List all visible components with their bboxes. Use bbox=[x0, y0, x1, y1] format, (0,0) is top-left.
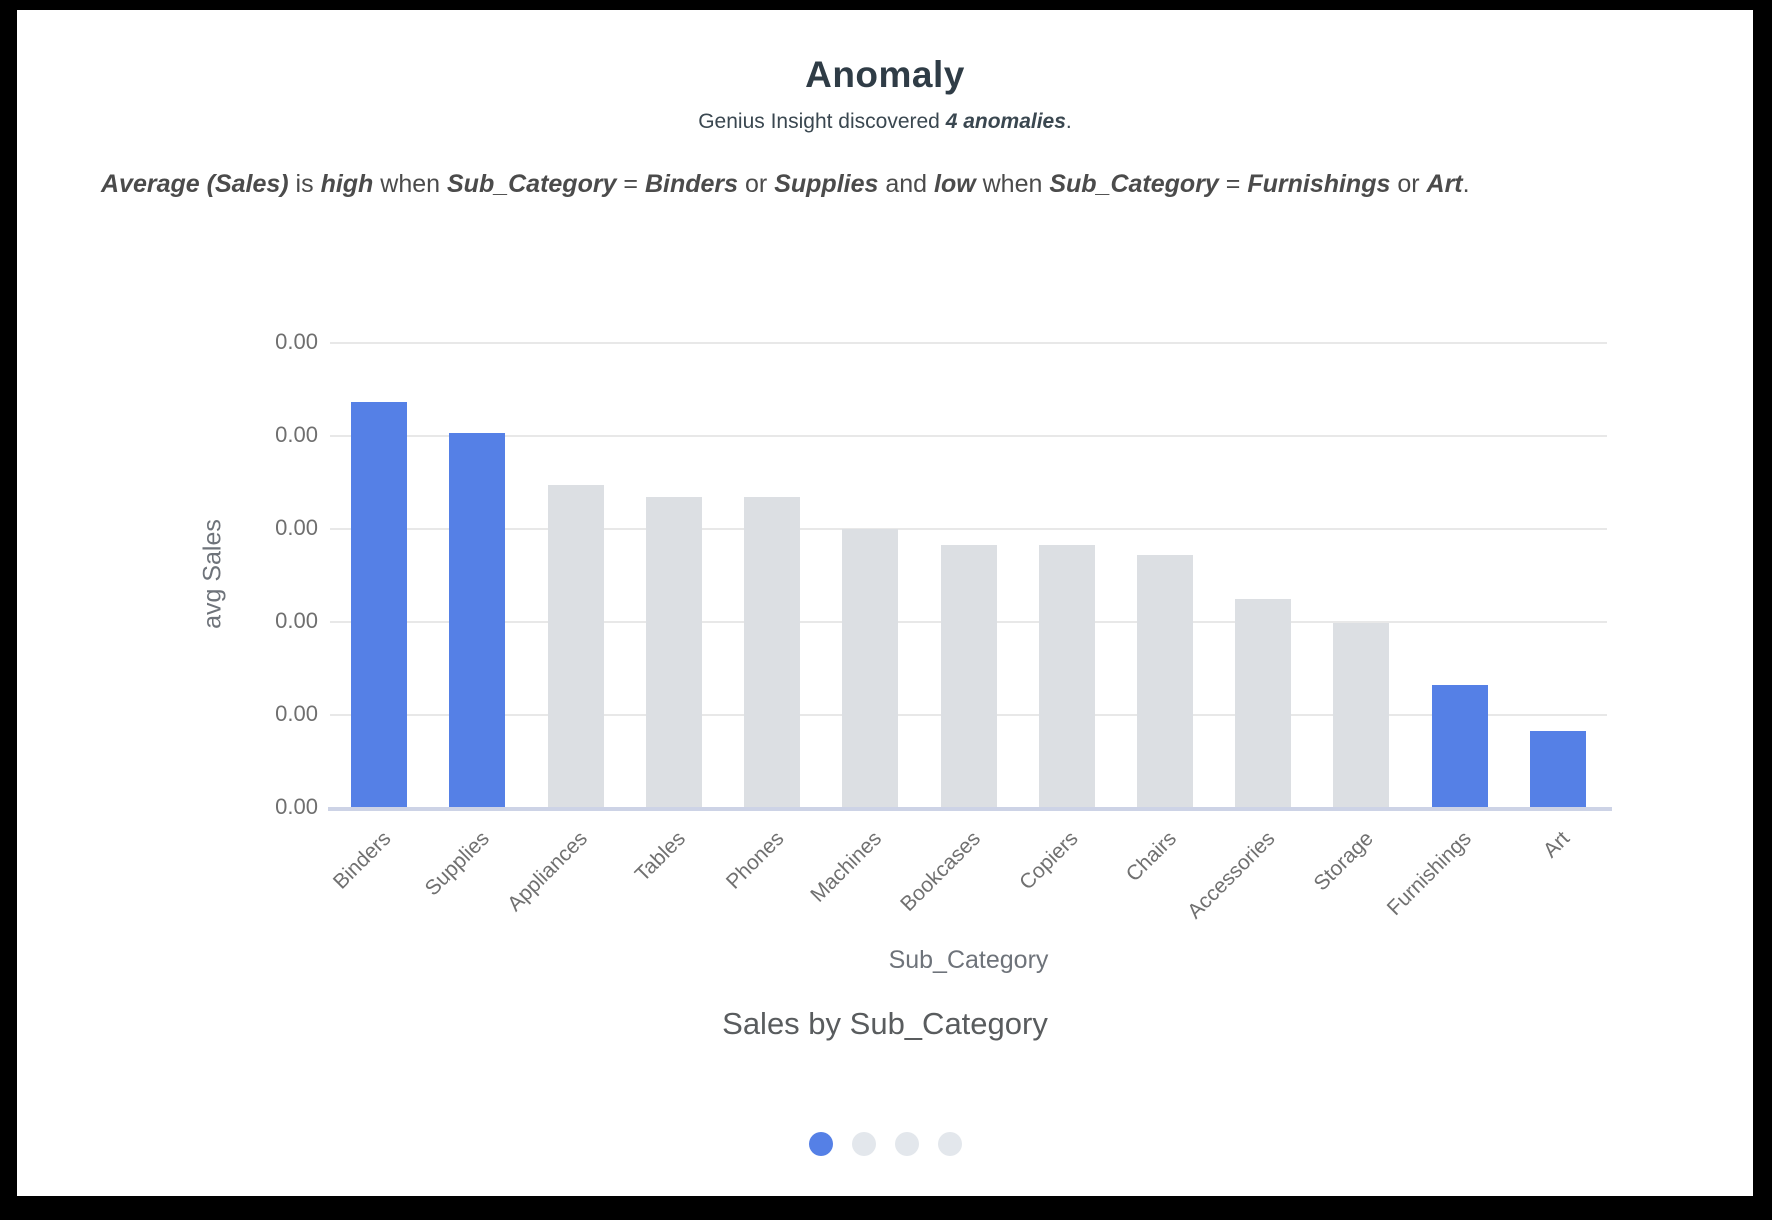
bar-slot-binders: Binders bbox=[329, 342, 428, 894]
insight-segment-2: high bbox=[320, 170, 374, 198]
insight-segment-11: when bbox=[975, 170, 1050, 198]
x-axis-label-appliances: Appliances bbox=[502, 827, 592, 916]
insight-segment-3: when bbox=[373, 170, 447, 198]
x-axis-line bbox=[328, 807, 1612, 811]
subtitle-segment-0: Genius Insight discovered bbox=[698, 110, 946, 133]
plot-area: Binders Supplies Appliances Tables Phones Mac… bbox=[329, 342, 1607, 923]
bar-slot-chairs: Chairs bbox=[1116, 342, 1214, 886]
bar-slot-tables: Tables bbox=[625, 342, 723, 886]
x-axis-label-storage: Storage bbox=[1309, 827, 1378, 896]
gridline-1 bbox=[330, 435, 1607, 437]
pagination-dot-3[interactable] bbox=[894, 1132, 919, 1156]
gridline-0 bbox=[330, 342, 1607, 344]
chart-title: Sales by Sub_Category bbox=[722, 1006, 1048, 1041]
bar-slot-furnishings: Furnishings bbox=[1383, 342, 1509, 920]
bar-storage[interactable] bbox=[1333, 623, 1390, 807]
pagination-dot-2[interactable] bbox=[851, 1132, 876, 1156]
insight-segment-10: low bbox=[934, 170, 976, 198]
insight-segment-17: . bbox=[1462, 170, 1470, 198]
insight-segment-16: Art bbox=[1426, 170, 1463, 198]
y-axis-tick-label-0: 0.00 bbox=[275, 329, 318, 354]
insight-segment-9: and bbox=[878, 170, 934, 198]
x-axis-label-tables: Tables bbox=[630, 827, 691, 887]
insight-segment-6: Binders bbox=[644, 170, 739, 198]
bar-binders[interactable] bbox=[351, 402, 408, 807]
x-axis-label-binders: Binders bbox=[328, 827, 396, 894]
bar-slot-copiers: Copiers bbox=[1016, 342, 1116, 894]
bar-slot-art: Art bbox=[1509, 342, 1607, 862]
y-axis-tick-label-3: 0.00 bbox=[275, 608, 318, 633]
insight-subtitle: Genius Insight discovered 4 anomalies. bbox=[17, 110, 1753, 134]
bar-slot-accessories: Accessories bbox=[1183, 342, 1312, 923]
x-axis-label-copiers: Copiers bbox=[1015, 827, 1084, 895]
x-axis-title: Sub_Category bbox=[888, 946, 1049, 974]
insight-segment-7: or bbox=[738, 170, 775, 198]
bar-appliances[interactable] bbox=[547, 485, 604, 807]
insight-segment-15: or bbox=[1390, 170, 1427, 198]
bar-copiers[interactable] bbox=[1038, 545, 1095, 807]
bar-accessories[interactable] bbox=[1235, 599, 1292, 807]
pagination-dot-4[interactable] bbox=[937, 1132, 962, 1156]
bar-chairs[interactable] bbox=[1136, 555, 1193, 807]
y-axis-title: avg Sales bbox=[198, 519, 227, 629]
x-axis-label-machines: Machines bbox=[806, 827, 887, 907]
insight-segment-4: Sub_Category bbox=[447, 170, 617, 198]
pagination-dot-1-active[interactable] bbox=[808, 1132, 833, 1156]
bar-phones[interactable] bbox=[744, 497, 801, 807]
subtitle-segment-1: 4 anomalies bbox=[945, 110, 1066, 133]
bar-supplies[interactable] bbox=[449, 433, 506, 807]
insight-segment-0: Average (Sales) bbox=[101, 170, 289, 198]
insight-segment-14: Furnishings bbox=[1247, 170, 1391, 198]
x-axis-label-phones: Phones bbox=[721, 827, 789, 894]
y-axis-tick-label-4: 0.00 bbox=[275, 701, 318, 726]
bar-slot-phones: Phones bbox=[722, 342, 821, 894]
y-axis-tick-label-5: 0.00 bbox=[275, 794, 318, 819]
insight-card: Anomaly Genius Insight discovered 4 anom… bbox=[17, 10, 1753, 1196]
x-axis-label-furnishings: Furnishings bbox=[1382, 827, 1476, 921]
y-axis-tick-label-2: 0.00 bbox=[275, 515, 318, 540]
x-axis-label-art: Art bbox=[1538, 827, 1575, 863]
bar-tables[interactable] bbox=[645, 497, 702, 807]
x-axis-label-supplies: Supplies bbox=[420, 827, 494, 901]
subtitle-segment-2: . bbox=[1065, 110, 1072, 133]
insight-sentence: Average (Sales) is high when Sub_Categor… bbox=[101, 170, 1713, 199]
bar-slot-appliances: Appliances bbox=[503, 342, 624, 916]
bar-slot-machines: Machines bbox=[807, 342, 919, 907]
bars-layer: Binders Supplies Appliances Tables Phones Mac… bbox=[329, 342, 1607, 923]
gridline-2 bbox=[330, 528, 1607, 530]
page-title: Anomaly bbox=[805, 54, 965, 95]
bar-machines[interactable] bbox=[842, 529, 899, 807]
x-axis-label-chairs: Chairs bbox=[1122, 827, 1182, 887]
bar-slot-storage: Storage bbox=[1309, 342, 1410, 895]
x-axis-label-accessories: Accessories bbox=[1183, 827, 1280, 924]
bar-bookcases[interactable] bbox=[940, 545, 997, 807]
insight-segment-13: = bbox=[1218, 170, 1248, 198]
bar-slot-bookcases: Bookcases bbox=[896, 342, 1017, 916]
bar-art[interactable] bbox=[1529, 731, 1586, 807]
insight-segment-5: = bbox=[616, 170, 645, 198]
bar-furnishings[interactable] bbox=[1431, 685, 1488, 807]
insight-segment-1: is bbox=[288, 170, 321, 198]
x-axis-label-bookcases: Bookcases bbox=[895, 827, 985, 916]
y-axis-tick-label-1: 0.00 bbox=[275, 422, 318, 447]
bar-slot-supplies: Supplies bbox=[420, 342, 526, 900]
insight-segment-12: Sub_Category bbox=[1049, 170, 1219, 198]
insight-segment-8: Supplies bbox=[774, 170, 879, 198]
pagination-dots bbox=[17, 1132, 1753, 1156]
